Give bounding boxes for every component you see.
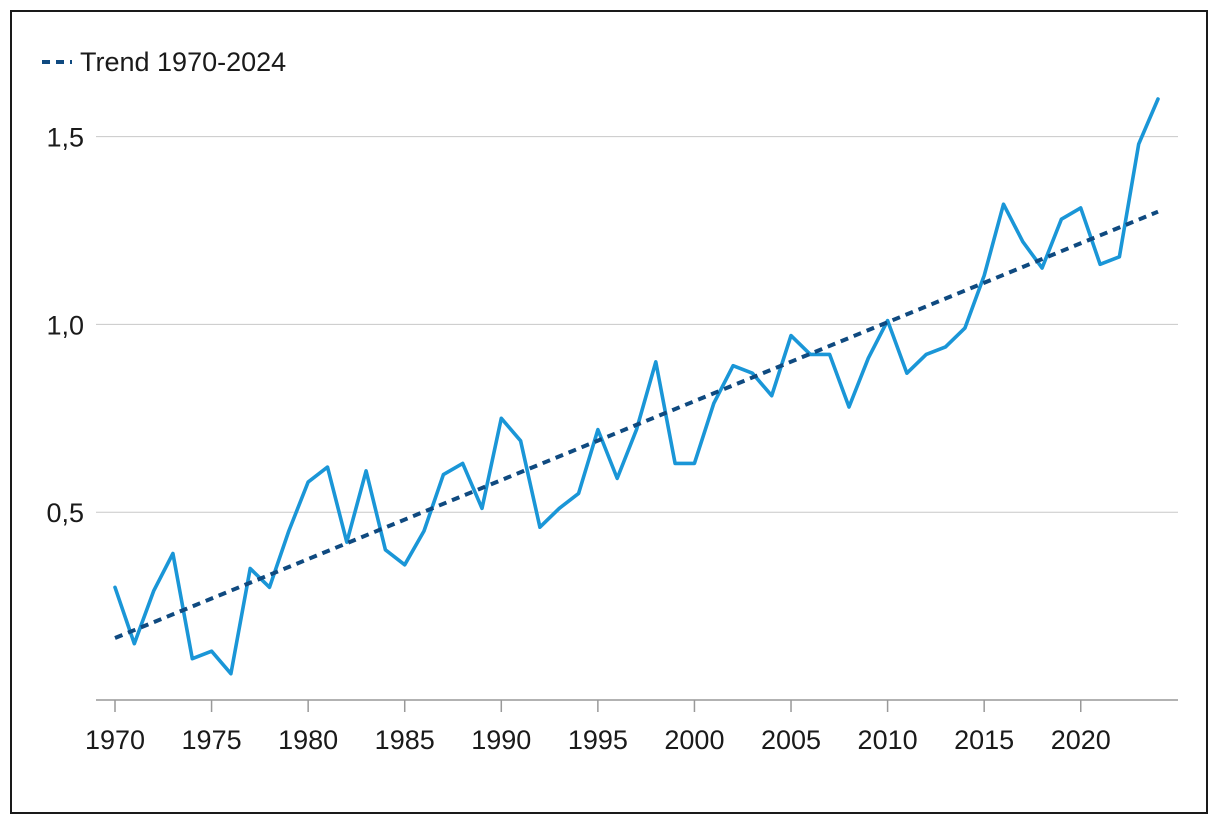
x-axis-ticks: 1970 1975 1980 1985 1990 1995 2000 2005 2010 2015… xyxy=(85,700,1111,755)
legend: Trend 1970-2024 xyxy=(42,47,286,77)
x-tick-label: 1990 xyxy=(471,725,531,755)
x-tick-label: 1995 xyxy=(568,725,628,755)
x-tick-label: 1985 xyxy=(375,725,435,755)
x-tick-label: 2020 xyxy=(1051,725,1111,755)
temperature-series-line xyxy=(113,97,1160,676)
y-tick-label: 1,0 xyxy=(46,310,84,340)
x-tick-label: 2015 xyxy=(954,725,1014,755)
gridlines xyxy=(96,136,1178,513)
trend-line xyxy=(114,209,1159,640)
legend-label-trend: Trend 1970-2024 xyxy=(80,47,286,77)
x-tick-label: 2000 xyxy=(664,725,724,755)
y-axis-ticks: 0,5 1,0 1,5 xyxy=(46,123,84,529)
chart-frame xyxy=(10,10,1208,814)
x-tick-label: 2005 xyxy=(761,725,821,755)
y-tick-label: 0,5 xyxy=(46,498,84,528)
x-tick-label: 1970 xyxy=(85,725,145,755)
y-tick-label: 1,5 xyxy=(46,123,84,153)
x-tick-label: 1975 xyxy=(182,725,242,755)
series-layer xyxy=(113,97,1160,676)
x-tick-label: 1980 xyxy=(278,725,338,755)
x-tick-label: 2010 xyxy=(858,725,918,755)
